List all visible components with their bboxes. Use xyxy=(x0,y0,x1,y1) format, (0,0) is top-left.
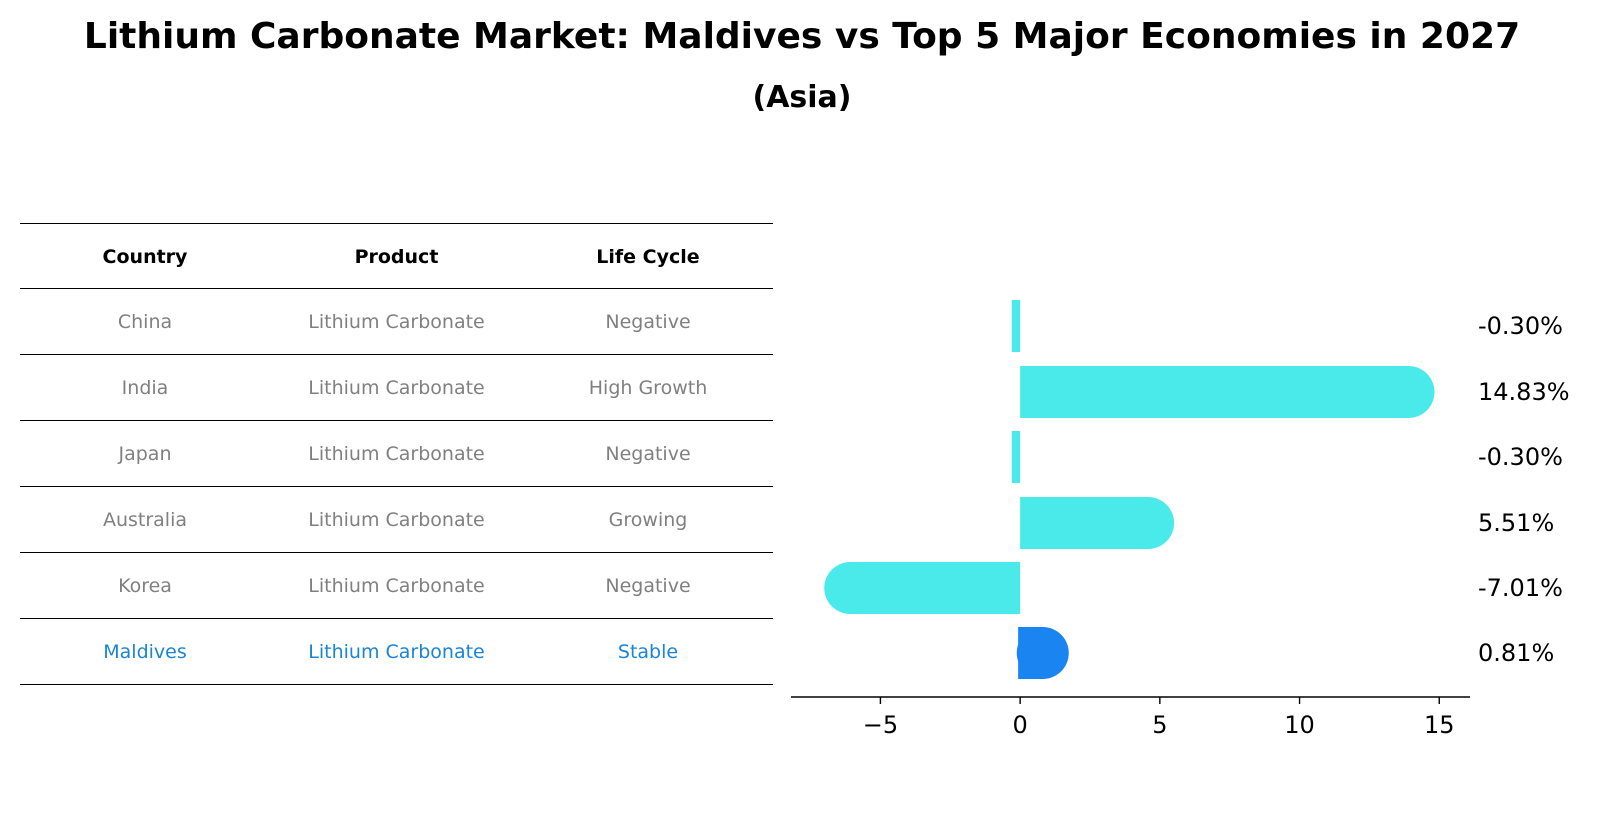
table-row: Japan Lithium Carbonate Negative xyxy=(20,421,773,487)
cell-life-cycle: Stable xyxy=(617,641,679,663)
table-row: Korea Lithium Carbonate Negative xyxy=(20,553,773,619)
table-row: Australia Lithium Carbonate Growing xyxy=(20,487,773,553)
cell-product: Lithium Carbonate xyxy=(308,377,485,399)
x-tick-label-0: −5 xyxy=(863,711,898,739)
cell-country: China xyxy=(117,311,173,333)
cell-product: Lithium Carbonate xyxy=(308,311,485,333)
data-table: Country Product Life Cycle China Lithium… xyxy=(20,223,773,685)
x-tick-label-2: 5 xyxy=(1152,711,1167,739)
cell-product: Lithium Carbonate xyxy=(308,575,485,597)
cell-life-cycle: High Growth xyxy=(588,377,708,399)
bar-india xyxy=(1020,366,1435,418)
chart-title: Lithium Carbonate Market: Maldives vs To… xyxy=(83,16,1521,57)
chart-subtitle: (Asia) xyxy=(752,80,852,115)
cell-life-cycle: Growing xyxy=(608,509,688,531)
table-header-row: Country Product Life Cycle xyxy=(20,223,773,289)
value-label-china: -0.30% xyxy=(1478,312,1563,340)
x-tick-label-1: 0 xyxy=(1012,711,1027,739)
cell-life-cycle: Negative xyxy=(605,443,691,465)
cell-product: Lithium Carbonate xyxy=(308,641,485,663)
value-label-india: 14.83% xyxy=(1478,378,1570,406)
cell-country: Australia xyxy=(102,509,188,531)
table-row-highlight: Maldives Lithium Carbonate Stable xyxy=(20,619,773,685)
bar-cap-maldives xyxy=(1016,627,1069,679)
cell-country: Japan xyxy=(118,443,172,465)
table-row: India Lithium Carbonate High Growth xyxy=(20,355,773,421)
x-tick-label-3: 10 xyxy=(1284,711,1315,739)
bar-australia xyxy=(1020,497,1175,549)
bar-japan xyxy=(1011,431,1021,483)
cell-country: India xyxy=(121,377,169,399)
table-row: China Lithium Carbonate Negative xyxy=(20,289,773,355)
value-label-maldives: 0.81% xyxy=(1478,639,1554,667)
cell-country: Maldives xyxy=(103,641,187,663)
header-country: Country xyxy=(102,246,188,268)
cell-product: Lithium Carbonate xyxy=(308,509,485,531)
header-life-cycle: Life Cycle xyxy=(596,246,700,268)
bar-china xyxy=(1011,300,1021,352)
cell-life-cycle: Negative xyxy=(605,575,691,597)
cell-life-cycle: Negative xyxy=(605,311,691,333)
value-label-korea: -7.01% xyxy=(1478,574,1563,602)
cell-product: Lithium Carbonate xyxy=(308,443,485,465)
header-product: Product xyxy=(354,246,439,268)
cell-country: Korea xyxy=(118,575,172,597)
bar-korea xyxy=(824,562,1021,614)
value-label-japan: -0.30% xyxy=(1478,443,1563,471)
value-label-australia: 5.51% xyxy=(1478,509,1554,537)
x-tick-label-4: 15 xyxy=(1424,711,1455,739)
